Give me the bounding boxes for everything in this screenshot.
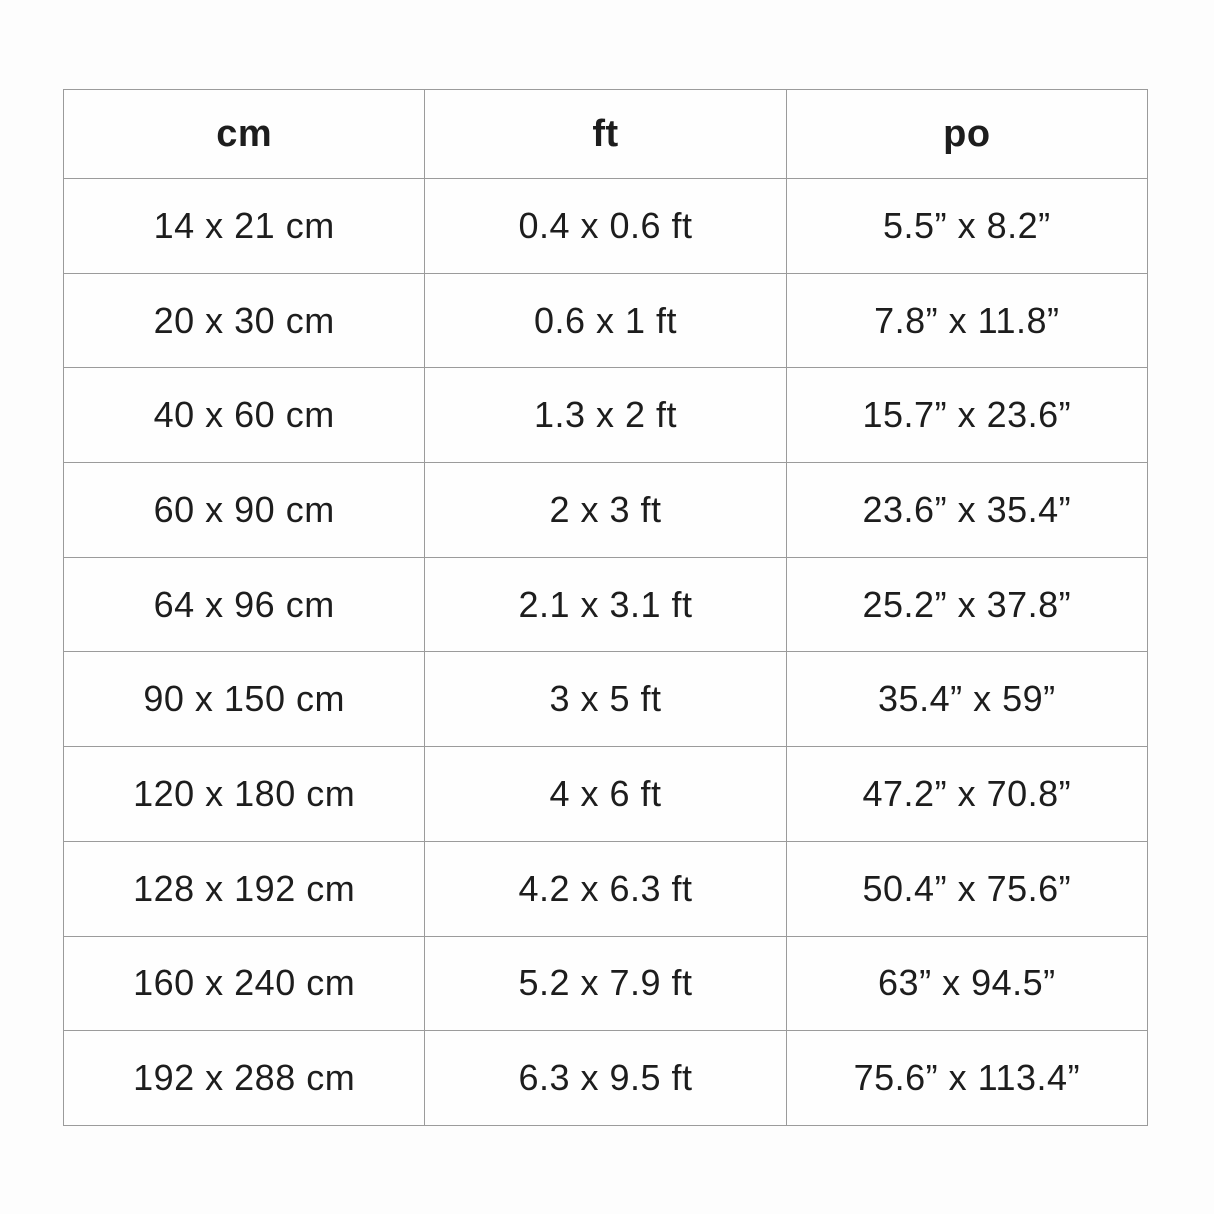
- cell-cm: 160 x 240 cm: [62, 935, 426, 1032]
- cell-ft: 4.2 x 6.3 ft: [424, 840, 787, 937]
- table-row: 64 x 96 cm 2.1 x 3.1 ft 25.2” x 37.8”: [62, 556, 1149, 653]
- cell-ft: 3 x 5 ft: [424, 651, 787, 748]
- cell-ft: 1.3 x 2 ft: [424, 367, 787, 464]
- cell-cm: 40 x 60 cm: [62, 367, 426, 464]
- table-row: 120 x 180 cm 4 x 6 ft 47.2” x 70.8”: [62, 746, 1149, 842]
- column-header-po: po: [785, 89, 1149, 179]
- cell-po: 75.6” x 113.4”: [785, 1030, 1149, 1126]
- table-body: 14 x 21 cm 0.4 x 0.6 ft 5.5” x 8.2” 20 x 30…: [62, 178, 1149, 1126]
- cell-cm: 20 x 30 cm: [62, 272, 426, 369]
- cell-cm: 14 x 21 cm: [62, 178, 426, 274]
- cell-po: 5.5” x 8.2”: [785, 178, 1149, 274]
- cell-cm: 64 x 96 cm: [62, 556, 426, 653]
- table-row: 90 x 150 cm 3 x 5 ft 35.4” x 59”: [62, 651, 1149, 748]
- table-row: 60 x 90 cm 2 x 3 ft 23.6” x 35.4”: [62, 462, 1149, 558]
- cell-po: 15.7” x 23.6”: [785, 367, 1149, 464]
- cell-cm: 60 x 90 cm: [62, 462, 426, 558]
- cell-po: 63” x 94.5”: [785, 935, 1149, 1032]
- size-conversion-table: cm ft po 14 x 21 cm 0.4 x 0.6 ft 5.5” x 8.…: [62, 89, 1149, 1126]
- cell-po: 7.8” x 11.8”: [785, 272, 1149, 369]
- cell-ft: 2.1 x 3.1 ft: [424, 556, 787, 653]
- column-header-cm: cm: [62, 89, 426, 179]
- table-row: 14 x 21 cm 0.4 x 0.6 ft 5.5” x 8.2”: [62, 178, 1149, 274]
- header-row: cm ft po: [62, 89, 1149, 179]
- cell-po: 23.6” x 35.4”: [785, 462, 1149, 558]
- cell-ft: 2 x 3 ft: [424, 462, 787, 558]
- cell-po: 25.2” x 37.8”: [785, 556, 1149, 653]
- table-header: cm ft po: [62, 89, 1149, 179]
- table-row: 40 x 60 cm 1.3 x 2 ft 15.7” x 23.6”: [62, 367, 1149, 464]
- cell-cm: 192 x 288 cm: [62, 1030, 426, 1126]
- cell-cm: 120 x 180 cm: [62, 746, 426, 842]
- table-row: 160 x 240 cm 5.2 x 7.9 ft 63” x 94.5”: [62, 935, 1149, 1032]
- cell-cm: 90 x 150 cm: [62, 651, 426, 748]
- cell-po: 47.2” x 70.8”: [785, 746, 1149, 842]
- column-header-ft: ft: [424, 89, 787, 179]
- cell-ft: 0.6 x 1 ft: [424, 272, 787, 369]
- table-row: 20 x 30 cm 0.6 x 1 ft 7.8” x 11.8”: [62, 272, 1149, 369]
- cell-ft: 0.4 x 0.6 ft: [424, 178, 787, 274]
- cell-po: 50.4” x 75.6”: [785, 840, 1149, 937]
- cell-ft: 4 x 6 ft: [424, 746, 787, 842]
- cell-ft: 5.2 x 7.9 ft: [424, 935, 787, 1032]
- cell-po: 35.4” x 59”: [785, 651, 1149, 748]
- table-row: 128 x 192 cm 4.2 x 6.3 ft 50.4” x 75.6”: [62, 840, 1149, 937]
- table-row: 192 x 288 cm 6.3 x 9.5 ft 75.6” x 113.4”: [62, 1030, 1149, 1126]
- cell-ft: 6.3 x 9.5 ft: [424, 1030, 787, 1126]
- cell-cm: 128 x 192 cm: [62, 840, 426, 937]
